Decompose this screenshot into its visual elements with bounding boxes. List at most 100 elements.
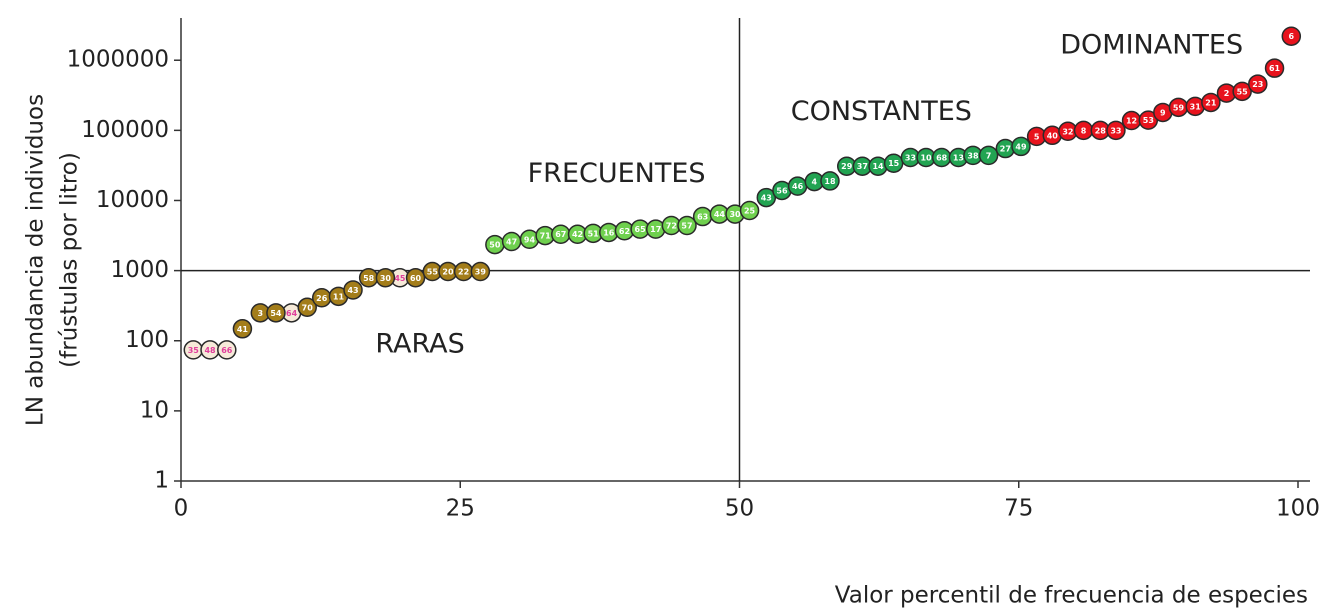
point-label: 49 (1015, 142, 1027, 151)
x-tick-label: 50 (725, 496, 754, 522)
point (1281, 26, 1302, 46)
y-tick-label: 10000 (96, 187, 169, 213)
point-label: 43 (761, 194, 772, 203)
point-label: 16 (603, 228, 615, 237)
annotation: FRECUENTES (528, 158, 706, 189)
point (677, 215, 697, 236)
point-label: 66 (221, 346, 233, 355)
x-tick-label: 75 (1004, 496, 1033, 522)
point (343, 280, 363, 300)
point-label: 31 (1190, 102, 1202, 111)
point-label: 26 (316, 294, 328, 303)
point-label: 11 (333, 292, 345, 301)
point-label: 47 (506, 238, 517, 247)
point-label: 10 (920, 154, 932, 163)
point-label: 4 (812, 178, 818, 187)
point-label: 71 (540, 232, 552, 241)
point-label: 56 (776, 186, 788, 195)
point-label: 61 (1269, 64, 1281, 73)
point-label: 48 (204, 346, 216, 355)
point-label: 70 (302, 303, 314, 312)
point-label: 50 (489, 241, 501, 250)
point-label: 12 (1126, 117, 1137, 126)
y-axis-title: (frústulas por litro) (57, 152, 83, 368)
point-label: 35 (188, 346, 200, 355)
point (297, 297, 317, 318)
point-label: 41 (237, 325, 249, 334)
y-tick-label: 1000 (110, 257, 169, 283)
point-label: 58 (363, 274, 375, 283)
y-tick-label: 100 (125, 327, 169, 353)
point-label: 8 (1081, 126, 1087, 135)
point-label: 18 (824, 177, 836, 186)
point-label: 15 (888, 159, 900, 168)
point-label: 33 (1110, 126, 1121, 135)
point-label: 43 (347, 286, 358, 295)
point (1201, 92, 1221, 113)
point-label: 29 (841, 162, 853, 171)
point-label: 94 (524, 235, 536, 244)
y-tick-label: 10 (140, 397, 169, 423)
point (978, 145, 999, 166)
point-label: 54 (270, 309, 282, 318)
y-tick-label: 1 (154, 468, 169, 494)
point-label: 5 (1034, 132, 1040, 141)
point (405, 268, 426, 288)
point-label: 42 (572, 230, 583, 239)
point-label: 14 (872, 162, 884, 171)
point-label: 33 (905, 154, 916, 163)
point-label: 21 (1205, 98, 1217, 107)
y-axis-title: LN abundancia de individuos (23, 94, 49, 426)
point-label: 37 (857, 162, 868, 171)
point-label: 30 (380, 274, 392, 283)
point-label: 45 (394, 274, 406, 283)
point-label: 64 (286, 309, 298, 318)
x-axis-title: Valor percentil de frecuencia de especie… (835, 583, 1308, 609)
point-label: 60 (410, 274, 422, 283)
point-label: 57 (681, 221, 692, 230)
point (217, 340, 237, 360)
point (232, 319, 253, 339)
point-label: 46 (792, 182, 804, 191)
point-label: 32 (1062, 127, 1073, 136)
point-label: 72 (666, 221, 677, 230)
point (820, 171, 840, 191)
x-tick-label: 100 (1276, 496, 1320, 522)
point (1011, 136, 1031, 157)
annotation: RARAS (375, 328, 464, 359)
point-label: 38 (967, 151, 979, 160)
point-label: 51 (588, 229, 600, 238)
point-label: 59 (1173, 103, 1185, 112)
point-label: 20 (442, 268, 454, 277)
point-label: 65 (635, 225, 647, 234)
point-label: 55 (427, 268, 439, 277)
y-tick-label: 1000000 (67, 47, 169, 73)
point-label: 62 (619, 227, 630, 236)
point-label: 13 (953, 154, 964, 163)
point-label: 44 (714, 210, 726, 219)
point-label: 23 (1252, 80, 1263, 89)
point (375, 268, 396, 288)
point-label: 40 (1047, 131, 1059, 140)
point (1106, 120, 1126, 141)
point (1232, 81, 1252, 102)
point-label: 68 (936, 154, 948, 163)
point-label: 22 (458, 268, 469, 277)
point-label: 27 (1000, 145, 1011, 154)
x-tick-label: 25 (446, 496, 475, 522)
point-label: 17 (650, 225, 661, 234)
point (1264, 58, 1285, 78)
annotation: DOMINANTES (1060, 29, 1243, 60)
point-label: 39 (475, 268, 487, 277)
point-label: 55 (1237, 87, 1249, 96)
x-tick-label: 0 (174, 496, 189, 522)
point-label: 63 (697, 213, 708, 222)
point-label: 67 (555, 230, 566, 239)
point-label: 30 (729, 210, 741, 219)
point (1248, 74, 1268, 94)
point (470, 261, 491, 282)
point-label: 7 (986, 151, 992, 160)
point-label: 3 (258, 309, 264, 318)
point-label: 28 (1095, 126, 1107, 135)
